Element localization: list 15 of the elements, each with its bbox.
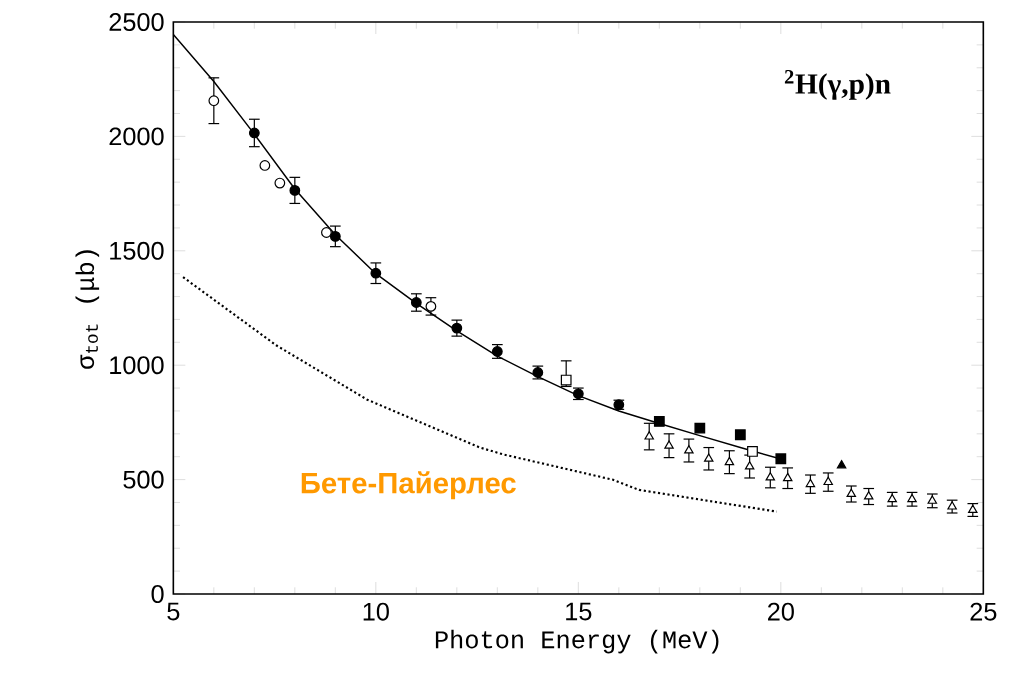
text: $^{2}$H(γ,p)n (784, 69, 891, 100)
x-tick-label: 25 (970, 602, 997, 621)
x-axis-title: Photon Energy (MeV) (435, 629, 719, 654)
y-tick-label: 2000 (109, 127, 164, 146)
y-tick-label: 500 (123, 470, 164, 489)
annotation: Бете-Пайерлес (301, 471, 516, 500)
y-tick-label: 0 (151, 585, 164, 603)
x-tick-label: 20 (768, 602, 794, 621)
y-tick-label: 1000 (110, 356, 164, 375)
x-tick-label: 5 (167, 602, 180, 621)
x-tick-label: 10 (363, 602, 389, 621)
y-tick-label: 1500 (110, 241, 164, 260)
y-tick-label: 2500 (109, 13, 164, 31)
x-tick-label: 15 (566, 602, 592, 621)
text: σ$_{tot}$ (μb) (75, 250, 100, 369)
